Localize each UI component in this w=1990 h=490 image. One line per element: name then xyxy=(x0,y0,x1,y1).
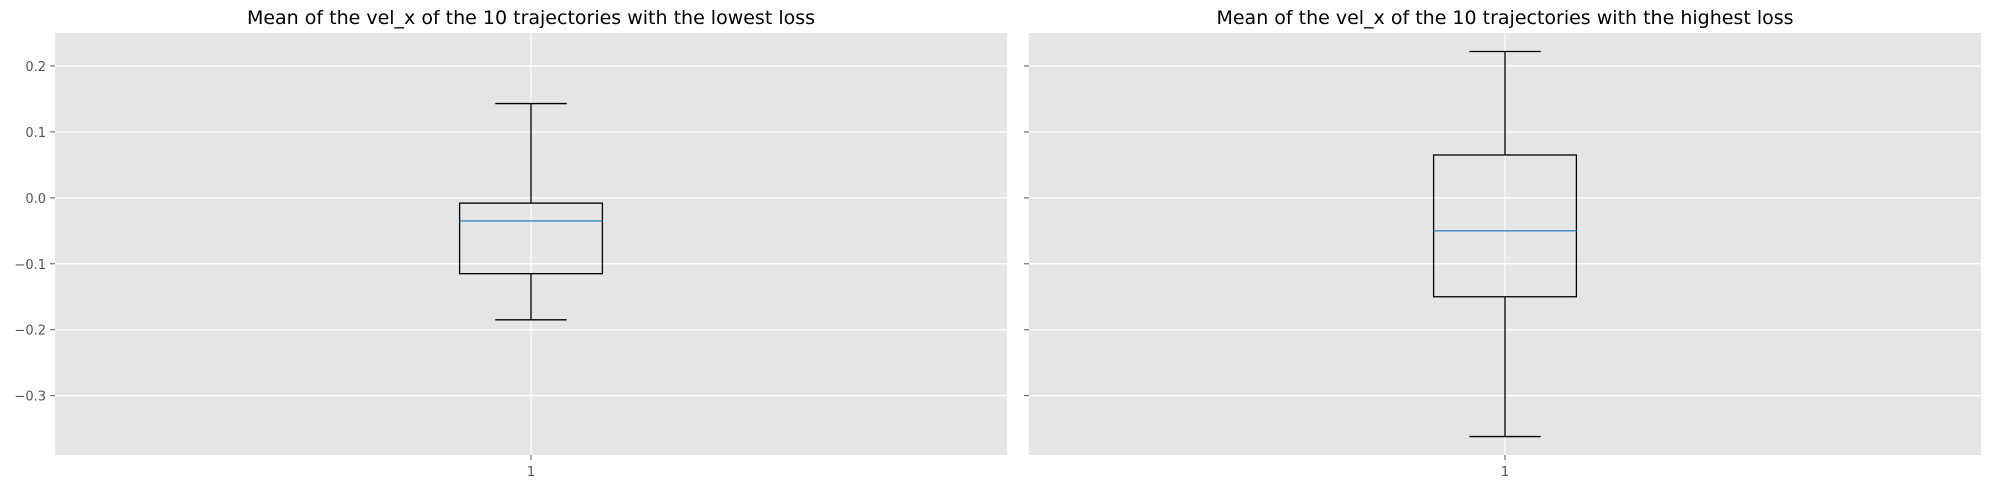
box-iqr xyxy=(458,202,604,275)
y-tick-label: −0.3 xyxy=(14,390,46,405)
x-tick-label: 1 xyxy=(1501,465,1509,480)
box-iqr xyxy=(1432,154,1578,298)
y-tick-label: −0.2 xyxy=(14,324,46,339)
x-tick-label: 1 xyxy=(527,465,535,480)
y-tick-label: 0.2 xyxy=(25,60,46,75)
y-tick-label: −0.1 xyxy=(14,258,46,273)
y-tick-label: 0.0 xyxy=(25,192,46,207)
chart-title-1: Mean of the vel_x of the 10 trajectories… xyxy=(247,7,815,29)
y-tick-label: 0.1 xyxy=(25,126,46,141)
chart-title-2: Mean of the vel_x of the 10 trajectories… xyxy=(1216,7,1793,29)
